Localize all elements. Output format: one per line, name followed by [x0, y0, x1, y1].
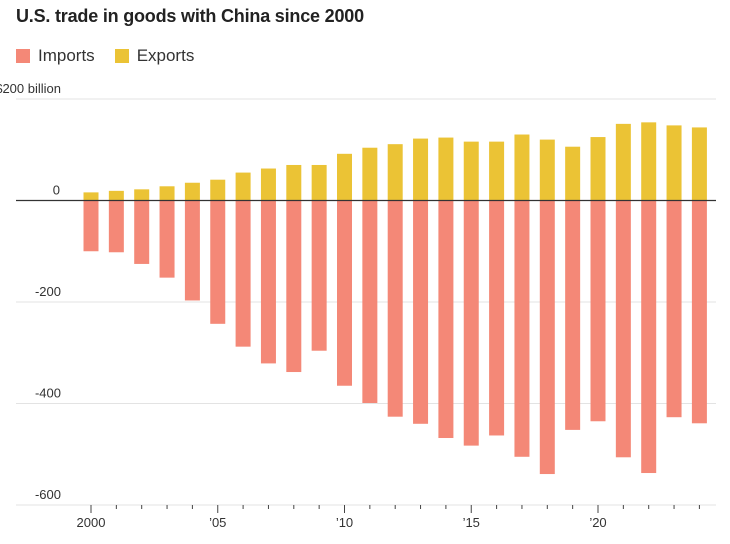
bar-exports	[108, 190, 124, 201]
bar-exports	[615, 123, 631, 201]
x-tick-label: ’15	[463, 515, 480, 530]
bar-imports	[565, 200, 581, 430]
y-tick-label: -200	[35, 284, 61, 299]
bar-exports	[438, 137, 454, 201]
bar-exports	[565, 146, 581, 201]
x-tick-label: ’20	[589, 515, 606, 530]
bar-exports	[387, 144, 403, 201]
bar-imports	[514, 200, 530, 457]
bar-exports	[666, 125, 682, 201]
bar-imports	[641, 200, 657, 474]
legend-item-imports: Imports	[16, 46, 95, 66]
bar-imports	[210, 200, 226, 324]
legend-item-exports: Exports	[114, 46, 195, 66]
y-tick-label: -400	[35, 386, 61, 401]
bar-exports	[362, 147, 378, 201]
legend-label-exports: Exports	[136, 46, 195, 65]
bar-exports	[83, 192, 99, 201]
bar-exports	[514, 134, 530, 201]
bar-exports	[311, 164, 327, 201]
x-tick-label: ’10	[336, 515, 353, 530]
bar-imports	[666, 200, 682, 418]
bar-imports	[337, 200, 352, 386]
bar-imports	[134, 200, 150, 264]
bar-imports	[235, 200, 251, 347]
bar-imports	[387, 200, 403, 417]
legend-swatch-imports	[16, 49, 30, 63]
bar-imports	[615, 200, 631, 458]
x-tick-label: 2000	[77, 515, 106, 530]
y-tick-label: $200 billion	[0, 81, 61, 96]
bar-imports	[286, 200, 302, 373]
bar-imports	[260, 200, 276, 364]
bar-imports	[463, 200, 479, 446]
bar-exports	[337, 153, 352, 201]
bar-imports	[539, 200, 555, 475]
bar-exports	[539, 139, 555, 201]
legend: Imports Exports	[16, 46, 214, 66]
bar-exports	[691, 127, 707, 201]
bar-imports	[83, 200, 99, 252]
bar-exports	[134, 189, 150, 201]
legend-label-imports: Imports	[38, 46, 95, 65]
bar-exports	[210, 179, 226, 201]
bar-exports	[489, 141, 505, 201]
bar-exports	[590, 137, 606, 201]
bar-exports	[286, 164, 302, 201]
legend-swatch-exports	[114, 49, 129, 63]
bar-imports	[590, 200, 606, 422]
bar-imports	[691, 200, 707, 424]
bar-exports	[260, 168, 276, 201]
bar-imports	[311, 200, 327, 351]
bar-imports	[159, 200, 175, 278]
bar-imports	[184, 200, 200, 301]
bar-exports	[463, 141, 479, 201]
y-tick-label: -600	[35, 487, 61, 502]
bar-exports	[235, 172, 251, 201]
bar-imports	[438, 200, 454, 439]
y-tick-label: 0	[53, 183, 60, 198]
bar-imports	[108, 200, 124, 253]
bar-imports	[413, 200, 429, 424]
x-tick-label: ’05	[209, 515, 226, 530]
bar-exports	[159, 186, 175, 201]
chart-title: U.S. trade in goods with China since 200…	[16, 6, 364, 26]
bar-exports	[413, 138, 429, 201]
bar-imports	[362, 200, 378, 403]
bar-imports	[489, 200, 505, 436]
bar-exports	[184, 182, 200, 201]
bar-exports	[641, 122, 657, 201]
